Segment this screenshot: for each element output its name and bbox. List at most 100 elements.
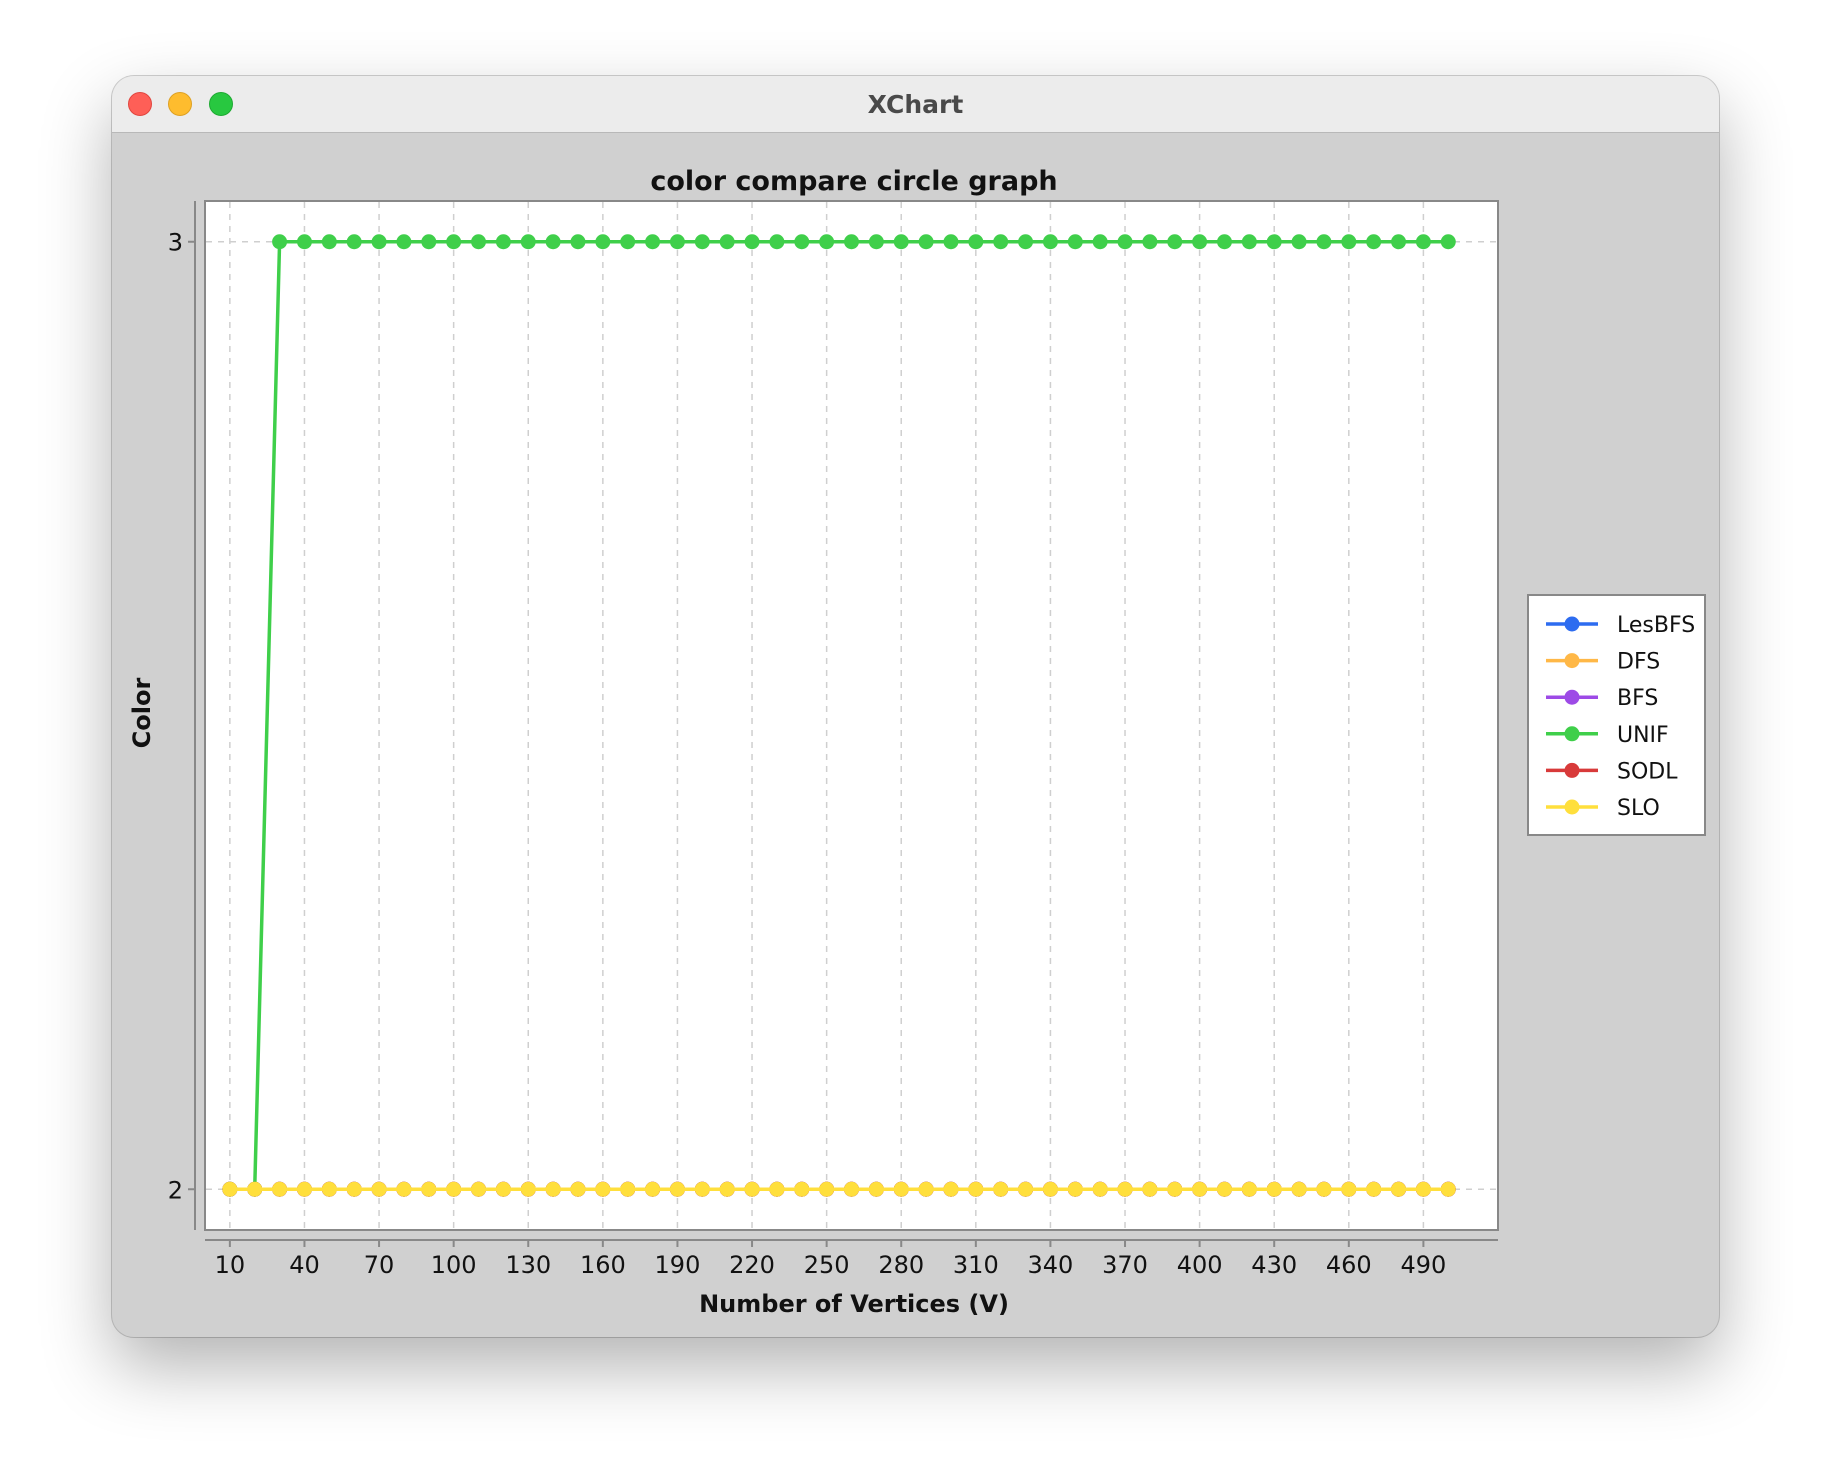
data-point [1316,234,1332,250]
y-axis-label: Color [128,678,156,749]
data-point [893,1181,909,1197]
data-point [844,234,859,250]
series-layer [222,234,1456,1197]
minimize-window-button[interactable] [168,92,192,116]
data-point [446,1181,462,1197]
x-axis-ticks: 10 40 70 100 130 160 190 220 250 280 310 340 370 400 4… [215,1240,1446,1279]
data-point [1266,234,1282,250]
legend-marker [1564,799,1580,815]
legend-item-bfs: BFS [1546,686,1658,711]
legend-item-slo: SLO [1546,796,1660,821]
data-point [1366,1181,1382,1197]
data-point [495,234,511,250]
grid-lines [206,202,1497,1229]
x-tick-label: 250 [804,1251,850,1279]
data-point [694,1181,710,1197]
data-point [545,1181,561,1197]
data-point [1117,1181,1133,1197]
data-point [819,1181,835,1197]
legend-item-dfs: DFS [1546,650,1660,675]
data-point [346,1181,362,1197]
data-point [719,1181,735,1197]
data-point [1391,1181,1407,1197]
data-point [570,1181,586,1197]
data-point [719,234,735,250]
data-point [272,234,288,250]
data-point [1092,1181,1108,1197]
data-point [1341,234,1357,250]
y-tick-label: 2 [168,1176,183,1204]
data-point [1192,234,1208,250]
data-point [421,234,437,250]
maximize-window-button[interactable] [209,92,233,116]
data-point [993,1181,1009,1197]
legend-label: DFS [1617,650,1660,675]
data-point [744,234,760,250]
legend-label: UNIF [1617,723,1669,748]
x-tick-label: 340 [1028,1251,1074,1279]
data-point [794,1181,810,1197]
data-point [545,234,561,250]
data-point [1067,1181,1083,1197]
data-point [595,1181,611,1197]
data-point [943,1181,959,1197]
data-point [1341,1181,1357,1197]
data-point [446,234,462,250]
data-point [396,1181,412,1197]
data-point [471,234,487,250]
data-point [222,1181,238,1197]
data-point [296,1181,312,1197]
data-point [1018,1181,1034,1197]
data-point [520,234,536,250]
data-point [1167,1181,1183,1197]
x-tick-label: 490 [1400,1251,1446,1279]
legend-item-lesbfs: LesBFS [1546,613,1695,638]
x-tick-label: 190 [655,1251,701,1279]
x-tick-label: 70 [364,1251,395,1279]
data-point [968,234,984,250]
data-point [1291,1181,1307,1197]
data-point [620,1181,636,1197]
data-point [1042,234,1058,250]
data-point [819,234,835,250]
data-point [1067,234,1083,250]
data-point [868,1181,884,1197]
legend-label: SODL [1617,759,1678,784]
data-point [1366,234,1382,250]
data-point [744,1181,760,1197]
data-point [1391,234,1407,250]
data-point [1316,1181,1332,1197]
x-tick-label: 460 [1326,1251,1372,1279]
legend: LesBFS DFS BFS UNIF SODL SLO [1527,594,1706,836]
data-point [1415,234,1431,250]
data-point [520,1181,536,1197]
close-window-button[interactable] [128,92,152,116]
x-axis-label: Number of Vertices (V) [699,1290,1009,1318]
x-tick-label: 310 [953,1251,999,1279]
data-point [1241,234,1257,250]
data-point [993,234,1009,250]
data-point [844,1181,859,1197]
title-bar: XChart [112,76,1719,133]
data-point [669,1181,685,1197]
legend-item-sodl: SODL [1546,759,1678,784]
data-point [1192,1181,1208,1197]
legend-label: SLO [1617,796,1660,821]
x-tick-label: 100 [431,1251,477,1279]
data-point [1142,1181,1158,1197]
legend-label: LesBFS [1617,613,1695,638]
y-axis-ticks: 23 [168,229,195,1204]
data-point [1415,1181,1431,1197]
legend-item-unif: UNIF [1546,723,1669,748]
x-tick-label: 40 [289,1251,320,1279]
data-point [868,234,884,250]
x-tick-label: 160 [580,1251,626,1279]
data-point [1216,234,1232,250]
data-point [620,234,636,250]
data-point [694,234,710,250]
legend-marker [1564,689,1580,705]
data-point [645,234,661,250]
series-slo [222,1181,1456,1197]
data-point [321,234,337,250]
